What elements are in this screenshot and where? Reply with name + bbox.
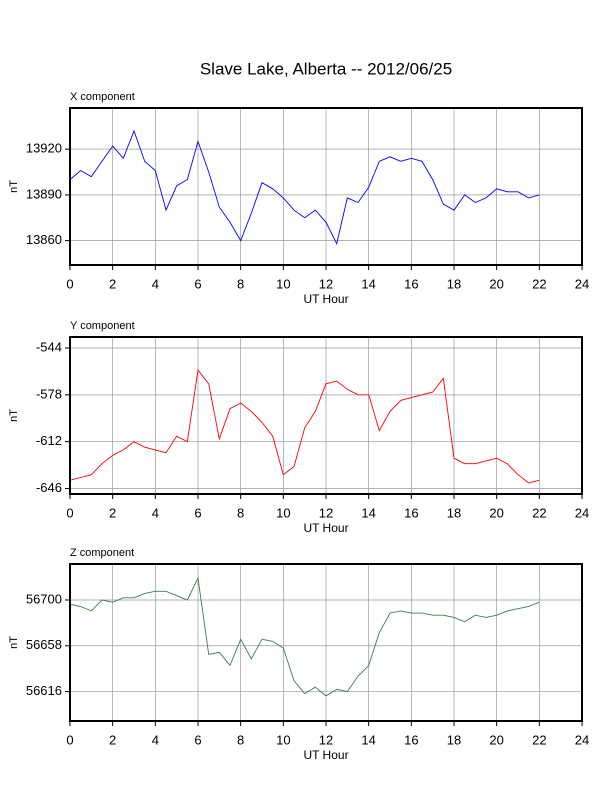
x-tick-label: 24 xyxy=(575,732,589,747)
y-tick-label: 56616 xyxy=(26,683,62,698)
y-tick-label: -544 xyxy=(36,339,62,354)
y-tick-label: 13890 xyxy=(26,186,62,201)
x-axis-label: UT Hour xyxy=(303,292,348,306)
panel-title: X component xyxy=(70,91,135,103)
x-tick-label: 4 xyxy=(152,505,159,520)
x-tick-label: 20 xyxy=(489,505,503,520)
x-axis-label: UT Hour xyxy=(303,521,348,535)
x-tick-label: 14 xyxy=(361,505,375,520)
x-tick-label: 2 xyxy=(109,505,116,520)
x-tick-label: 20 xyxy=(489,276,503,291)
y-tick-label: -578 xyxy=(36,386,62,401)
x-tick-label: 12 xyxy=(319,505,333,520)
x-tick-label: 6 xyxy=(194,276,201,291)
y-axis-label: nT xyxy=(8,636,20,649)
plot-frame xyxy=(69,336,583,495)
data-line xyxy=(69,129,540,246)
x-tick-label: 12 xyxy=(319,732,333,747)
x-tick-label: 8 xyxy=(237,276,244,291)
x-tick-label: 4 xyxy=(152,732,159,747)
panel-title: Y component xyxy=(70,320,135,332)
y-tick-label: 13860 xyxy=(26,232,62,247)
panel-title: Z component xyxy=(70,547,134,559)
x-tick-label: 10 xyxy=(276,276,290,291)
x-tick-label: 20 xyxy=(489,732,503,747)
x-tick-label: 14 xyxy=(361,276,375,291)
y-tick-label: 13920 xyxy=(26,141,62,156)
x-tick-label: 0 xyxy=(66,276,73,291)
x-tick-label: 0 xyxy=(66,732,73,747)
x-tick-label: 6 xyxy=(194,732,201,747)
x-tick-label: 22 xyxy=(532,276,546,291)
data-line xyxy=(69,576,540,697)
y-tick-label: -646 xyxy=(36,480,62,495)
x-tick-label: 24 xyxy=(575,276,589,291)
x-tick-label: 10 xyxy=(276,505,290,520)
x-tick-label: 4 xyxy=(152,276,159,291)
x-tick-label: 16 xyxy=(404,732,418,747)
x-tick-label: 24 xyxy=(575,505,589,520)
x-tick-label: 8 xyxy=(237,505,244,520)
x-tick-label: 0 xyxy=(66,505,73,520)
x-tick-label: 6 xyxy=(194,505,201,520)
x-tick-label: 16 xyxy=(404,276,418,291)
y-axis-label: nT xyxy=(8,180,20,193)
page-title: Slave Lake, Alberta -- 2012/06/25 xyxy=(200,59,452,78)
plot-frame xyxy=(69,107,583,266)
x-axis-label: UT Hour xyxy=(303,748,348,762)
x-tick-label: 2 xyxy=(109,276,116,291)
x-tick-label: 18 xyxy=(447,732,461,747)
y-tick-label: -612 xyxy=(36,433,62,448)
x-tick-label: 18 xyxy=(447,276,461,291)
x-tick-label: 8 xyxy=(237,732,244,747)
x-tick-label: 2 xyxy=(109,732,116,747)
x-tick-label: 16 xyxy=(404,505,418,520)
plot-frame xyxy=(69,563,583,722)
x-tick-label: 12 xyxy=(319,276,333,291)
y-axis-label: nT xyxy=(8,409,20,422)
x-tick-label: 10 xyxy=(276,732,290,747)
y-tick-label: 56700 xyxy=(26,591,62,606)
x-tick-label: 18 xyxy=(447,505,461,520)
y-tick-label: 56658 xyxy=(26,637,62,652)
data-line xyxy=(69,368,540,484)
x-tick-label: 14 xyxy=(361,732,375,747)
x-tick-label: 22 xyxy=(532,732,546,747)
x-tick-label: 22 xyxy=(532,505,546,520)
